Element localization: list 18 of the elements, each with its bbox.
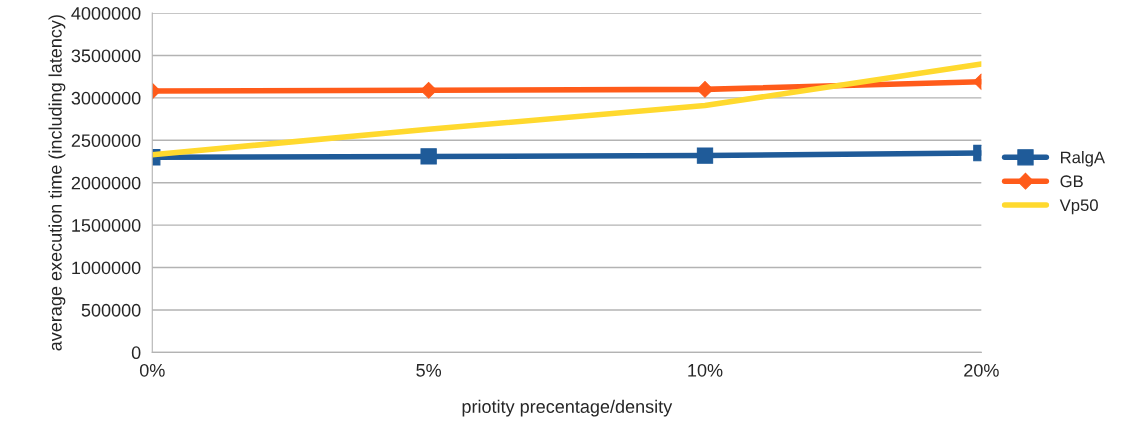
y-tick-label: 1000000 xyxy=(72,261,141,275)
y-tick-label: 3000000 xyxy=(71,91,141,105)
x-axis-title: priotity precentage/density xyxy=(462,399,673,417)
legend-label: GB xyxy=(1060,175,1083,188)
y-tick-label: 2000000 xyxy=(71,176,141,190)
y-tick-label: 4000000 xyxy=(71,6,141,20)
x-tick-label: 0% xyxy=(139,363,165,377)
legend-label: RalgA xyxy=(1061,151,1106,167)
legend-label: Vp50 xyxy=(1059,199,1098,215)
y-tick-label: 0 xyxy=(131,346,141,360)
y-tick-label: 1500000 xyxy=(72,219,141,232)
y-tick-label: 500000 xyxy=(81,303,141,317)
x-tick-label: 10% xyxy=(688,363,723,377)
y-tick-label: 2500000 xyxy=(71,134,141,148)
y-tick-label: 3500000 xyxy=(71,49,141,63)
x-tick-label: 20% xyxy=(964,363,999,377)
x-tick-label: 5% xyxy=(416,364,442,377)
y-axis-title: average execution time (including latency) xyxy=(48,15,66,351)
